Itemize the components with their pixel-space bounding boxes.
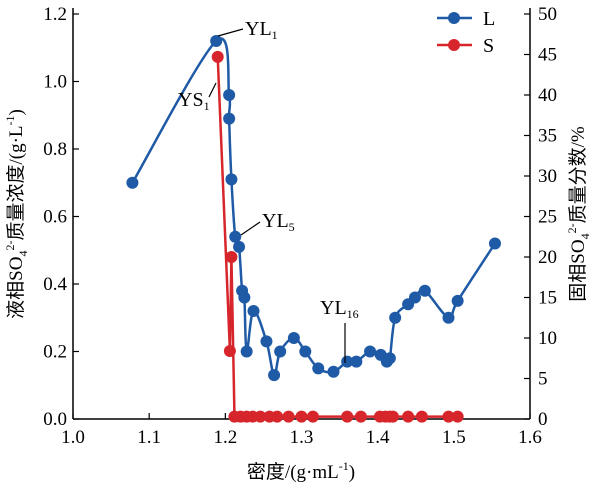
y-right-tick-label: 15 — [538, 288, 557, 309]
y-right-tick-label: 0 — [538, 409, 548, 430]
y-right-tick-label: 20 — [538, 247, 557, 268]
series-s-point — [354, 410, 367, 423]
y-left-tick-label: 0.2 — [43, 342, 67, 363]
series-s-point — [211, 50, 224, 63]
y-left-tick-label: 1.0 — [43, 72, 67, 93]
series-l-point — [327, 365, 340, 378]
y-right-tick-label: 5 — [538, 369, 548, 390]
series-s-point — [271, 410, 284, 423]
series-s-point — [415, 410, 428, 423]
series-l-point — [383, 352, 396, 365]
y-right-tick-label: 40 — [538, 85, 557, 106]
x-tick-label: 1.1 — [137, 427, 161, 448]
series-s-point — [223, 344, 236, 357]
x-tick-label: 1.2 — [213, 427, 237, 448]
series-l-point — [223, 89, 236, 101]
series-l-point — [418, 284, 431, 297]
legend-item-s: S — [437, 35, 494, 57]
series-l-point — [299, 345, 312, 358]
svg-text:L: L — [483, 8, 495, 30]
series-l-point — [287, 332, 300, 344]
y-left-axis-label: 液相SO42-质量浓度/(g·L-1) — [3, 109, 30, 319]
series-s-line — [216, 56, 458, 418]
x-tick-label: 1.0 — [61, 427, 85, 448]
x-tick-label: 1.5 — [442, 427, 466, 448]
series-s-point — [306, 410, 319, 423]
series-l-point — [488, 237, 501, 250]
svg-text:YL5: YL5 — [262, 210, 295, 234]
y-right-axis-label: 固相SO42-质量分数/% — [565, 126, 592, 302]
series-s-point — [402, 410, 415, 423]
series-l — [126, 35, 501, 382]
series-l-point — [233, 240, 246, 253]
series-l-point — [229, 230, 242, 243]
svg-text:YL1: YL1 — [245, 18, 278, 42]
x-tick-label: 1.3 — [290, 427, 314, 448]
series-l-point — [341, 355, 354, 368]
y-left-tick-label: 1.2 — [43, 4, 67, 25]
y-right-tick-label: 25 — [538, 207, 557, 228]
series-l-point — [260, 335, 273, 348]
series-s — [211, 50, 464, 423]
series-l-point — [247, 305, 260, 317]
series-l-point — [223, 112, 236, 125]
y-right-tick-label: 30 — [538, 166, 557, 187]
annotation-yl16: YL16 — [320, 297, 359, 363]
x-tick-label: 1.6 — [518, 427, 542, 448]
series-s-point — [282, 410, 295, 423]
series-l-point — [364, 345, 377, 358]
svg-text:YL16: YL16 — [320, 297, 359, 321]
series-l-point — [451, 294, 464, 307]
series-s-point — [442, 410, 455, 423]
svg-text:YS1: YS1 — [178, 89, 210, 113]
series-l-point — [389, 311, 402, 324]
series-l-point — [408, 291, 421, 304]
series-l-point — [274, 345, 287, 358]
series-l-point — [238, 291, 251, 304]
legend-item-l: L — [437, 8, 495, 30]
y-right-tick-label: 45 — [538, 45, 557, 66]
y-right-tick-label: 50 — [538, 4, 557, 25]
x-axis-label: 密度/(g·mL-1) — [247, 459, 355, 483]
x-tick-label: 1.4 — [366, 427, 390, 448]
series-l-point — [210, 35, 223, 47]
series-s-point — [451, 410, 464, 423]
series-s-point — [254, 410, 267, 423]
annotation-ys1: YS1 — [178, 82, 217, 113]
series-l-point — [225, 173, 238, 186]
y-left-tick-label: 0.8 — [43, 139, 67, 160]
series-s-point — [386, 410, 399, 423]
legend: L S — [437, 8, 495, 57]
series-s-point — [225, 251, 238, 263]
y-left-tick-label: 0.6 — [43, 207, 67, 228]
series-l-point — [312, 362, 325, 375]
series-l-point — [350, 355, 363, 368]
y-right-tick-label: 35 — [538, 126, 557, 147]
series-l-point — [240, 345, 253, 358]
y-left-tick-label: 0.0 — [43, 409, 67, 430]
annotation-yl5: YL5 — [240, 210, 295, 236]
series-l-point — [126, 176, 139, 189]
series-s-point — [341, 410, 354, 423]
y-left-tick-label: 0.4 — [43, 274, 67, 295]
y-right-tick-label: 10 — [538, 328, 557, 349]
series-s-point — [295, 410, 308, 423]
series-l-point — [442, 311, 455, 324]
annotation-yl1: YL1 — [217, 18, 278, 42]
svg-text:S: S — [483, 35, 494, 57]
series-l-point — [268, 369, 281, 382]
